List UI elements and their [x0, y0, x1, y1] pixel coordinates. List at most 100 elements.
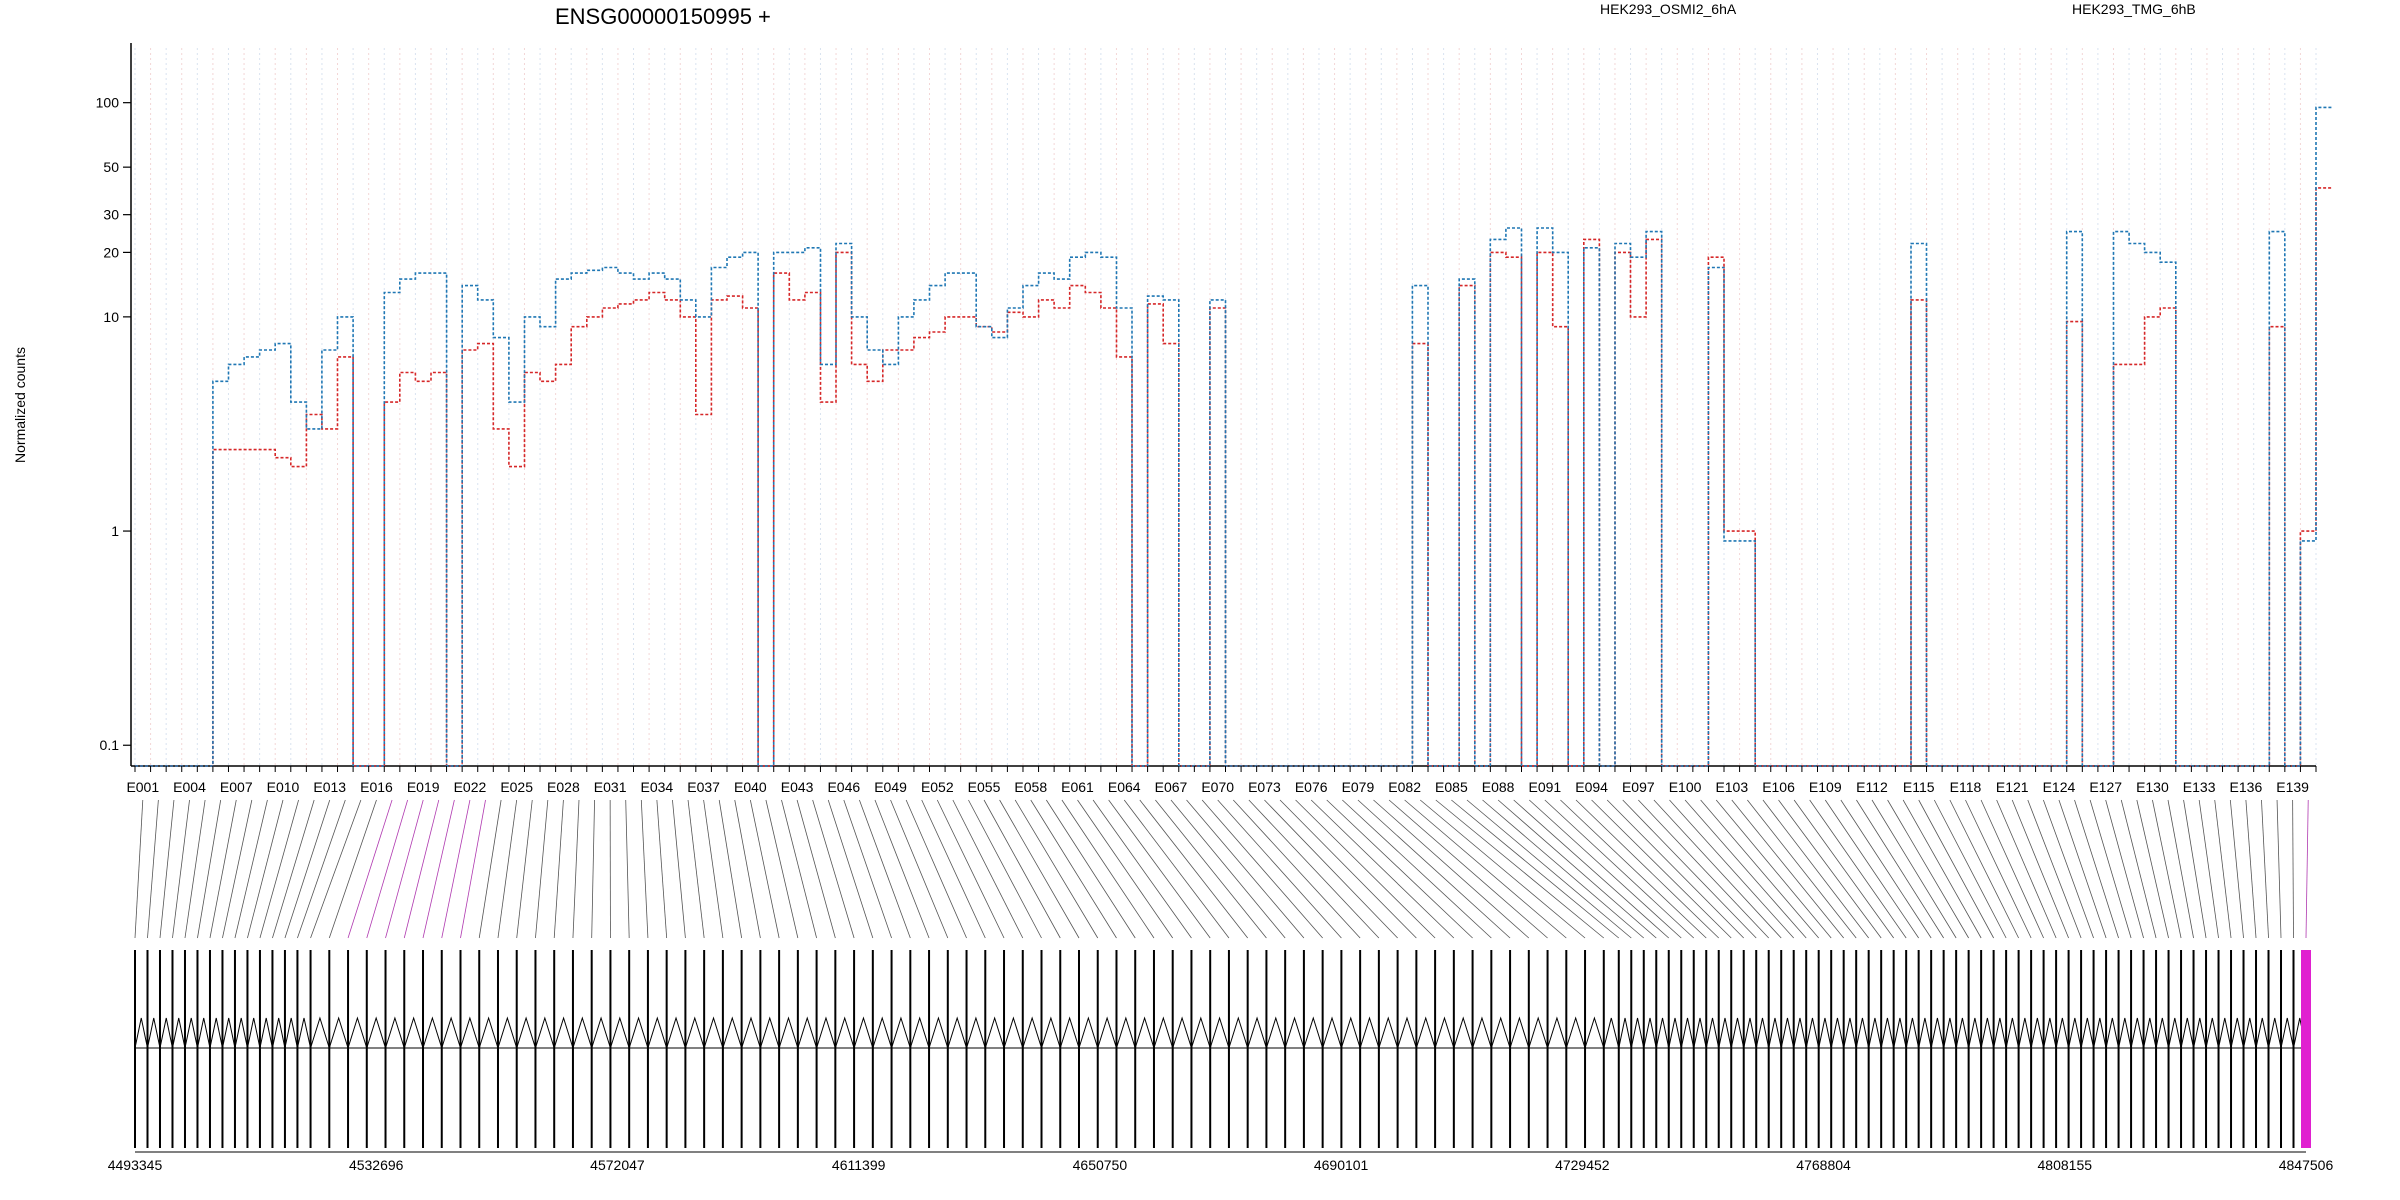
exon-connector [516, 799, 533, 939]
intron-line [1643, 1017, 1657, 1049]
intron-line [497, 1016, 518, 1049]
y-tick-label: 30 [103, 207, 119, 223]
exon-connector [968, 799, 1042, 939]
exon-block [1340, 950, 1343, 1148]
exon-connector [222, 799, 253, 939]
exon-block [590, 950, 593, 1148]
exon-block [1265, 950, 1268, 1148]
exon-block [1742, 950, 1745, 1148]
exon-connector [1201, 799, 1323, 939]
intron-line [1993, 1017, 2007, 1049]
y-tick-label: 10 [103, 309, 119, 325]
exon-block [2080, 950, 2083, 1148]
intron-line [284, 1017, 298, 1049]
exon-tick-label: E001 [126, 779, 159, 795]
exon-connector [2183, 799, 2207, 939]
exon-connector [209, 799, 237, 939]
exon-block [246, 950, 249, 1148]
exon-block [2142, 950, 2145, 1148]
intron-line [2243, 1017, 2257, 1049]
intron-line [1855, 1017, 1870, 1049]
exon-connector [134, 799, 144, 939]
exon-tick-label: E118 [1950, 779, 1982, 795]
intron-line [478, 1016, 499, 1049]
gene-model-track [134, 950, 2311, 1148]
exon-block [684, 950, 687, 1148]
exon-connector [1747, 799, 1857, 939]
series-layer [135, 106, 2332, 767]
intron-line [1793, 1017, 1807, 1049]
exon-block [1115, 950, 1118, 1148]
intron-line [2268, 1017, 2282, 1049]
intron-line [1603, 1017, 1620, 1049]
exon-connector [2058, 799, 2107, 939]
exon-connector [843, 799, 892, 939]
intron-line [666, 1016, 686, 1049]
exon-block [1805, 950, 1808, 1148]
intron-line [1153, 1016, 1174, 1049]
exon-connector [159, 799, 175, 939]
exon-block [1667, 950, 1670, 1148]
intron-line [441, 1016, 461, 1049]
intron-line [1322, 1016, 1342, 1049]
series-line-0 [135, 187, 2332, 767]
exon-connector [1638, 799, 1770, 939]
exon-connector [672, 799, 686, 939]
exon-connector [1793, 799, 1894, 939]
exon-tick-label: E103 [1715, 779, 1748, 795]
y-tick-label: 100 [96, 95, 120, 111]
exon-block [1955, 950, 1958, 1148]
exon-block [328, 950, 331, 1148]
exon-connector [765, 799, 799, 939]
intron-line [722, 1016, 743, 1049]
exon-connector [1030, 799, 1117, 939]
exon-connector [1980, 799, 2044, 939]
exon-block [1096, 950, 1099, 1148]
exon-connector [1451, 799, 1620, 939]
intron-line [2068, 1017, 2082, 1049]
exon-connector [1887, 799, 1969, 939]
y-tick-label: 50 [103, 159, 119, 175]
exon-connector [2011, 799, 2069, 939]
exon-connector [1497, 799, 1657, 939]
exon-connector [2105, 799, 2144, 939]
intron-line [2280, 1017, 2294, 1049]
exon-connector [2120, 799, 2157, 939]
exon-block [1021, 950, 1024, 1148]
genomic-tick-label: 4847506 [2279, 1157, 2334, 1173]
intron-line [2218, 1017, 2232, 1049]
intron-line [872, 1016, 893, 1049]
intron-line [310, 1016, 330, 1049]
exon-connector [703, 799, 724, 939]
exon-block [134, 950, 136, 1148]
exon-tick-label: E121 [1996, 779, 2029, 795]
exon-block [196, 950, 199, 1148]
intron-line [966, 1016, 986, 1049]
intron-line [797, 1016, 818, 1049]
exon-connector [1466, 799, 1632, 939]
exon-block [233, 950, 236, 1148]
intron-line [259, 1017, 273, 1049]
exon-connector [687, 799, 705, 939]
exon-connector [2245, 799, 2257, 939]
exon-tick-label: E091 [1529, 779, 1562, 795]
exon-connector [1544, 799, 1695, 939]
intron-line [1943, 1017, 1957, 1049]
exon-block [1655, 950, 1658, 1148]
exon-tick-label: E025 [500, 779, 533, 795]
exon-block [1509, 950, 1512, 1148]
intron-line [1868, 1017, 1882, 1049]
exon-tick-label: E127 [2089, 779, 2122, 795]
exon-block [1003, 950, 1006, 1148]
exon-block [171, 950, 174, 1148]
intron-line [1805, 1017, 1820, 1049]
exon-connector [640, 799, 649, 939]
intron-line [2030, 1017, 2045, 1049]
intron-line [1905, 1017, 1920, 1049]
intron-line [1490, 1016, 1511, 1049]
exon-tick-label: E070 [1201, 779, 1234, 795]
exon-tick-label: E043 [781, 779, 814, 795]
exon-connector [1357, 799, 1511, 939]
intron-line [1655, 1017, 1670, 1049]
exon-tick-label: E019 [407, 779, 440, 795]
